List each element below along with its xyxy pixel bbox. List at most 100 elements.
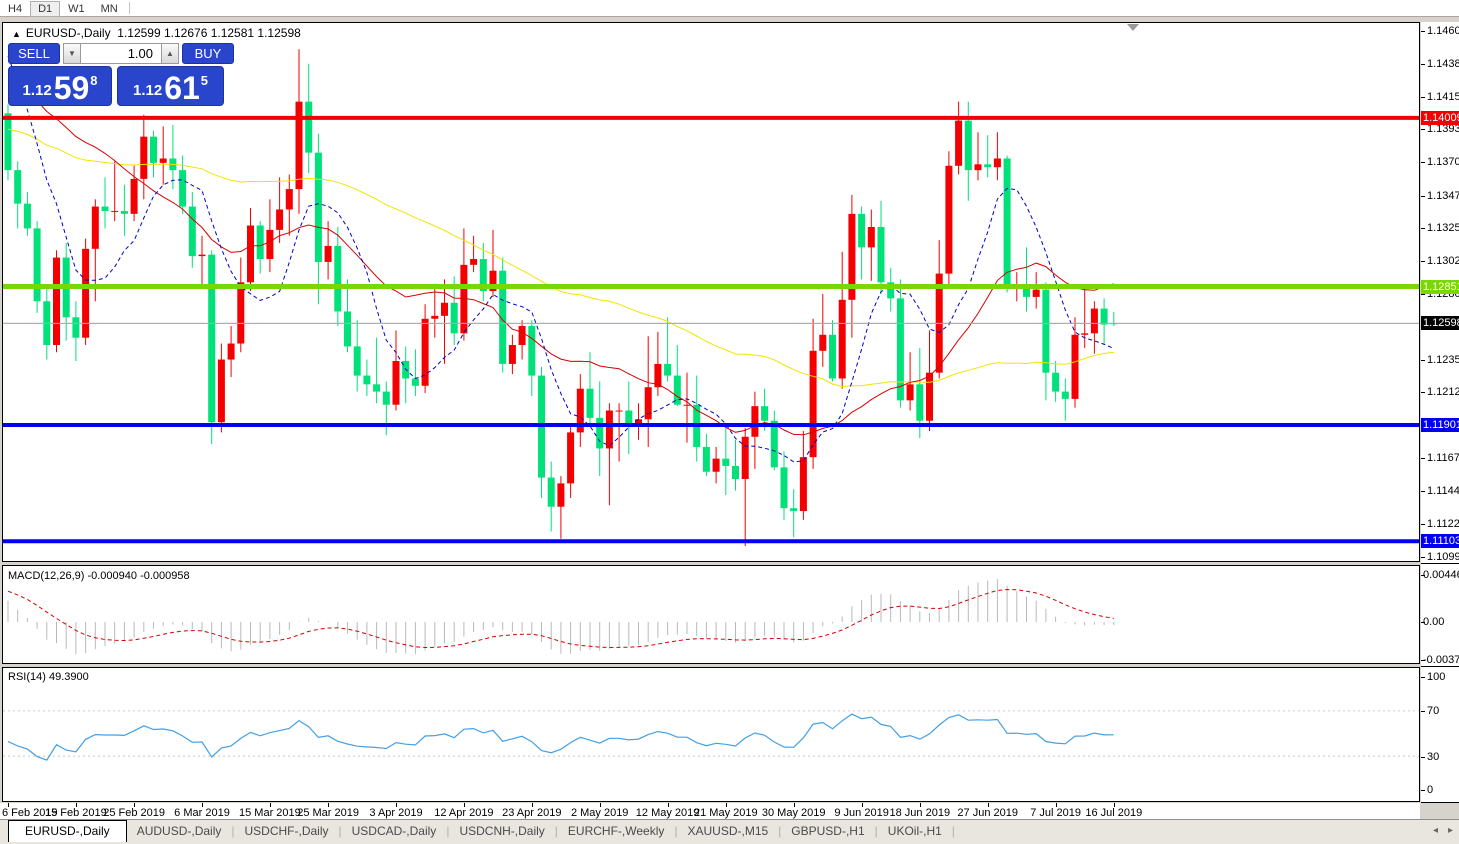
y-axis-tick [1421, 31, 1425, 32]
y-axis-tick [1421, 457, 1425, 459]
x-axis-label: 18 Jun 2019 [889, 807, 951, 819]
x-axis-label: 15 Feb 2019 [45, 807, 107, 819]
sell-price-box[interactable]: 1.12 59 8 [8, 66, 112, 106]
volume-increase-icon[interactable]: ▲ [161, 43, 179, 64]
axis-panel-separator [1421, 563, 1459, 564]
tab-separator: | [674, 824, 678, 838]
macd-panel[interactable] [2, 565, 1420, 664]
tab-gbpusd-h1[interactable]: GBPUSD-,H1 [791, 824, 865, 838]
x-axis-tick [1055, 803, 1057, 807]
tab-separator: | [446, 824, 450, 838]
y-axis-tick [1421, 195, 1425, 197]
one-click-trading-panel: SELL ▼ 1.00 ▲ BUY 1.12 59 8 1.12 61 5 [8, 43, 234, 106]
y-axis-label: 1.12350 [1427, 353, 1459, 366]
rsi-axis-tick [1421, 711, 1425, 712]
tab-usdcnh-daily[interactable]: USDCNH-,Daily [459, 824, 545, 838]
y-axis-tick [1421, 556, 1425, 558]
y-axis-label: 1.12125 [1427, 386, 1459, 399]
buy-price-box[interactable]: 1.12 61 5 [117, 66, 224, 106]
macd-axis-tick [1421, 575, 1425, 576]
tab-separator: | [951, 824, 955, 838]
x-axis-tick [1113, 803, 1115, 807]
tab-separator: | [874, 824, 878, 838]
macd-indicator-label: MACD(12,26,9) -0.000940 -0.000958 [8, 570, 190, 582]
axis-panel-separator [1421, 666, 1459, 667]
chart-shift-marker-icon[interactable] [1127, 24, 1139, 31]
tab-scroll-left-icon[interactable]: ◂ [1432, 825, 1438, 836]
date-axis[interactable] [0, 803, 1420, 819]
tab-separator: | [338, 824, 342, 838]
y-axis-tick [1421, 293, 1425, 295]
chart-tab-bar: EURUSD-,Daily AUDUSD-,Daily | USDCHF-,Daily… [0, 819, 1459, 844]
y-axis-label: 1.11220 [1427, 518, 1459, 531]
axis-panel-separator [1421, 802, 1459, 803]
x-axis-tick [396, 803, 397, 807]
sell-price-prefix: 1.12 [22, 82, 52, 99]
buy-price-prefix: 1.12 [132, 82, 163, 99]
timeframe-toolbar: H4 D1 W1 MN [0, 0, 1459, 17]
price-level-label-112851: 1.12851 [1421, 279, 1459, 294]
sell-price-point: 8 [90, 73, 98, 88]
x-axis-tick [667, 803, 669, 807]
tab-ukoil-h1[interactable]: UKOil-,H1 [887, 824, 942, 838]
rsi-axis-label: 30 [1427, 751, 1440, 763]
y-axis-tick [1421, 359, 1425, 361]
timeframe-button-d1[interactable]: D1 [30, 1, 61, 17]
x-axis-label: 9 Jun 2019 [834, 807, 889, 819]
sell-price-pips: 59 [53, 69, 90, 106]
x-axis-label: 12 Apr 2019 [434, 807, 494, 819]
x-axis-tick [861, 803, 863, 807]
x-axis-tick [202, 803, 203, 807]
buy-button[interactable]: BUY [182, 43, 234, 64]
buy-price-point: 5 [200, 73, 209, 88]
volume-decrease-icon[interactable]: ▼ [63, 43, 81, 64]
tab-scroll-arrows: ◂ ▸ [1423, 825, 1453, 836]
y-axis-label: 1.13930 [1427, 123, 1459, 136]
collapse-trade-panel-icon[interactable]: ▲ [12, 29, 21, 39]
price-axis[interactable] [1421, 22, 1459, 803]
x-axis-tick [269, 803, 271, 807]
x-axis-label: 7 Jul 2019 [1030, 807, 1081, 819]
sell-button[interactable]: SELL [8, 43, 60, 64]
x-axis-tick [75, 803, 77, 807]
rsi-panel[interactable] [2, 667, 1420, 802]
chart-ohlc-quotes: 1.12599 1.12676 1.12581 1.12598 [117, 26, 301, 40]
y-axis-label: 1.11445 [1427, 485, 1459, 498]
tab-usdcad-daily[interactable]: USDCAD-,Daily [351, 824, 437, 838]
tab-xauusd-m15[interactable]: XAUUSD-,M15 [687, 824, 769, 838]
x-axis-tick [328, 803, 330, 807]
tab-eurchf-weekly[interactable]: EURCHF-,Weekly [567, 824, 665, 838]
y-axis-tick [1421, 96, 1425, 98]
y-axis-label: 1.13025 [1427, 255, 1459, 268]
buy-price-pips: 61 [164, 69, 200, 106]
tab-separator: | [778, 824, 782, 838]
timeframe-button-mn[interactable]: MN [100, 3, 118, 15]
x-axis-label: 23 Apr 2019 [502, 807, 562, 819]
price-level-label-111103: 1.11103 [1421, 534, 1459, 549]
rsi-axis-label: 0 [1427, 784, 1434, 796]
x-axis-label: 6 Feb 2019 [2, 807, 58, 819]
x-axis-tick [8, 803, 9, 807]
tab-scroll-right-icon[interactable]: ▸ [1447, 825, 1453, 836]
x-axis-label: 27 Jun 2019 [957, 807, 1018, 819]
timeframe-button-h4[interactable]: H4 [8, 3, 23, 15]
y-axis-label: 1.14605 [1427, 25, 1459, 37]
y-axis-tick [1421, 228, 1425, 230]
y-axis-label: 1.10995 [1427, 550, 1459, 563]
macd-axis-label: -0.003715 [1423, 654, 1459, 666]
chart-symbol-period: EURUSD-,Daily [25, 26, 111, 40]
volume-input[interactable]: 1.00 [81, 43, 161, 64]
macd-axis-tick [1421, 622, 1425, 623]
tab-audusd-daily[interactable]: AUDUSD-,Daily [136, 824, 222, 838]
chart-title: ▲ EURUSD-,Daily 1.12599 1.12676 1.12581 1… [12, 26, 301, 40]
tab-eurusd-daily[interactable]: EURUSD-,Daily [8, 820, 127, 842]
timeframe-button-w1[interactable]: W1 [68, 3, 85, 15]
x-axis-tick [919, 803, 921, 807]
macd-axis-label: 0.004465 [1423, 569, 1459, 581]
x-axis-label: 15 Mar 2019 [239, 807, 301, 819]
x-axis-label: 30 May 2019 [761, 807, 826, 819]
tab-usdchf-daily[interactable]: USDCHF-,Daily [244, 824, 329, 838]
y-axis-label: 1.13705 [1427, 156, 1459, 169]
x-axis-tick [793, 803, 795, 807]
